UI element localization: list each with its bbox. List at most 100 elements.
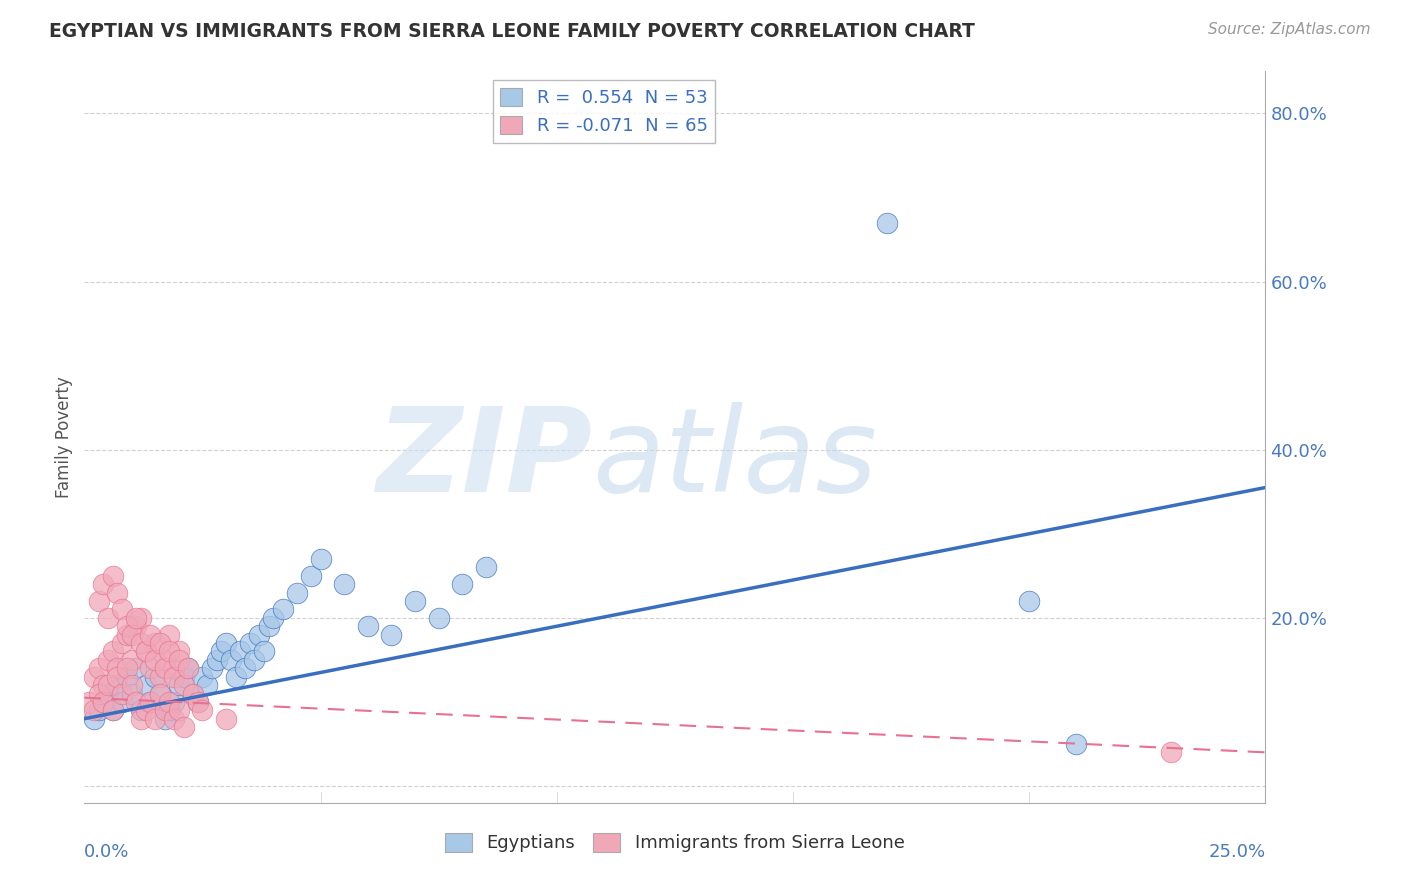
Point <box>1066 737 1088 751</box>
Point <box>167 653 190 667</box>
Point <box>139 695 162 709</box>
Point <box>87 661 110 675</box>
Point <box>153 653 176 667</box>
Point <box>167 678 190 692</box>
Point <box>129 703 152 717</box>
Text: 0.0%: 0.0% <box>84 843 129 861</box>
Point <box>153 661 176 675</box>
Point <box>229 644 252 658</box>
Point <box>173 720 195 734</box>
Point <box>380 627 402 641</box>
Point <box>115 670 138 684</box>
Point <box>115 661 138 675</box>
Point <box>173 670 195 684</box>
Point <box>195 678 218 692</box>
Point <box>163 695 186 709</box>
Point <box>253 644 276 658</box>
Point <box>139 661 162 675</box>
Point <box>83 703 105 717</box>
Point <box>333 577 356 591</box>
Point <box>215 636 238 650</box>
Point <box>101 569 124 583</box>
Point <box>111 695 134 709</box>
Point <box>209 644 232 658</box>
Point <box>205 653 228 667</box>
Point <box>285 585 308 599</box>
Point <box>121 678 143 692</box>
Point <box>135 703 157 717</box>
Point <box>91 695 114 709</box>
Point <box>91 695 114 709</box>
Point <box>167 703 190 717</box>
Point <box>101 703 124 717</box>
Point <box>149 686 172 700</box>
Point <box>121 653 143 667</box>
Point <box>143 670 166 684</box>
Point <box>87 594 110 608</box>
Point <box>87 686 110 700</box>
Point <box>167 644 190 658</box>
Point <box>262 611 284 625</box>
Point <box>97 653 120 667</box>
Point <box>357 619 380 633</box>
Point <box>149 686 172 700</box>
Point <box>271 602 294 616</box>
Point <box>107 670 129 684</box>
Point <box>181 686 204 700</box>
Point <box>299 569 322 583</box>
Point <box>239 636 262 650</box>
Text: EGYPTIAN VS IMMIGRANTS FROM SIERRA LEONE FAMILY POVERTY CORRELATION CHART: EGYPTIAN VS IMMIGRANTS FROM SIERRA LEONE… <box>49 22 976 41</box>
Point <box>153 703 176 717</box>
Point <box>143 636 166 650</box>
Point <box>163 670 186 684</box>
Point <box>257 619 280 633</box>
Point <box>225 670 247 684</box>
Point <box>125 695 148 709</box>
Point <box>107 585 129 599</box>
Point <box>139 627 162 641</box>
Point <box>139 695 162 709</box>
Point <box>143 653 166 667</box>
Point <box>163 712 186 726</box>
Point <box>83 670 105 684</box>
Point <box>157 695 180 709</box>
Point <box>177 661 200 675</box>
Point <box>121 627 143 641</box>
Point <box>111 602 134 616</box>
Text: atlas: atlas <box>592 402 877 516</box>
Point <box>111 636 134 650</box>
Point <box>125 619 148 633</box>
Point <box>97 611 120 625</box>
Point <box>135 644 157 658</box>
Point <box>111 686 134 700</box>
Point <box>101 703 124 717</box>
Point <box>143 712 166 726</box>
Y-axis label: Family Poverty: Family Poverty <box>55 376 73 498</box>
Text: ZIP: ZIP <box>377 401 592 516</box>
Point <box>107 661 129 675</box>
Point <box>97 686 120 700</box>
Point <box>177 661 200 675</box>
Point <box>83 712 105 726</box>
Point <box>101 644 124 658</box>
Point <box>191 703 214 717</box>
Point <box>243 653 266 667</box>
Point <box>187 695 209 709</box>
Point <box>135 678 157 692</box>
Point <box>149 670 172 684</box>
Point <box>1018 594 1040 608</box>
Legend: Egyptians, Immigrants from Sierra Leone: Egyptians, Immigrants from Sierra Leone <box>437 826 912 860</box>
Point <box>129 636 152 650</box>
Point <box>135 644 157 658</box>
Point <box>121 686 143 700</box>
Text: 25.0%: 25.0% <box>1208 843 1265 861</box>
Point <box>427 611 450 625</box>
Point <box>157 703 180 717</box>
Text: Source: ZipAtlas.com: Source: ZipAtlas.com <box>1208 22 1371 37</box>
Point <box>309 552 332 566</box>
Point <box>163 661 186 675</box>
Point <box>149 636 172 650</box>
Point <box>129 611 152 625</box>
Point <box>97 678 120 692</box>
Point <box>153 712 176 726</box>
